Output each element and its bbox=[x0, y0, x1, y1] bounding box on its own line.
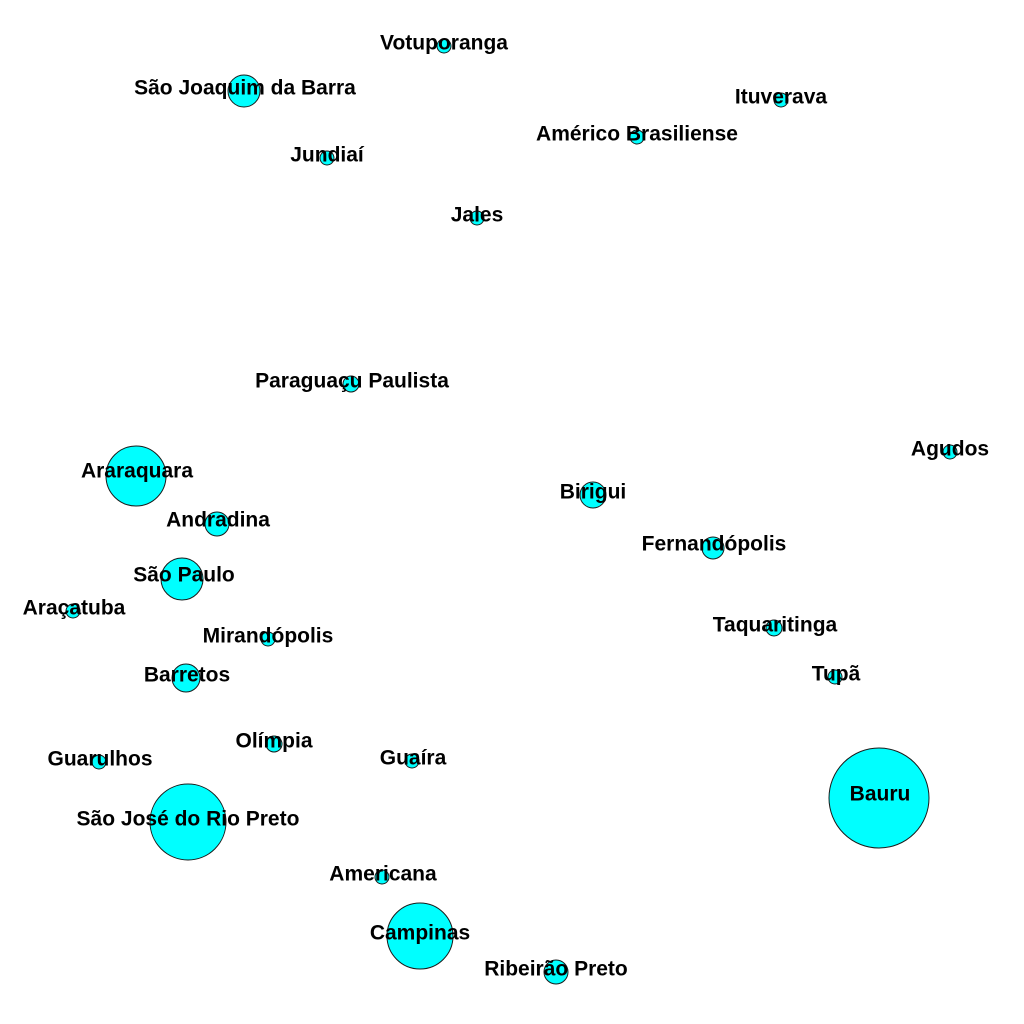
node-label-fernandopolis: Fernandópolis bbox=[642, 533, 787, 556]
node-circle-americo-brasiliense[interactable] bbox=[629, 129, 645, 145]
node-circle-olimpia[interactable] bbox=[265, 735, 283, 753]
node-circle-barretos[interactable] bbox=[171, 663, 201, 693]
node-label-olimpia: Olímpia bbox=[235, 730, 312, 753]
node-label-sao-paulo: São Paulo bbox=[133, 564, 235, 587]
node-circle-tupa[interactable] bbox=[827, 669, 843, 685]
node-label-mirandopolis: Mirandópolis bbox=[203, 625, 334, 648]
node-label-paraguacu-paulista: Paraguaçu Paulista bbox=[255, 370, 449, 393]
node-circle-aracatuba[interactable] bbox=[65, 603, 81, 619]
node-label-araraquara: Araraquara bbox=[81, 460, 193, 483]
node-label-andradina: Andradina bbox=[166, 509, 270, 532]
node-circle-taquaritinga[interactable] bbox=[765, 619, 783, 637]
node-circle-araraquara[interactable] bbox=[105, 445, 167, 507]
node-label-americo-brasiliense: Américo Brasiliense bbox=[536, 123, 738, 146]
node-circle-sao-joaquim-da-barra[interactable] bbox=[227, 74, 261, 108]
node-circle-mirandopolis[interactable] bbox=[260, 631, 276, 647]
node-circle-andradina[interactable] bbox=[204, 511, 230, 537]
node-circle-votuporanga[interactable] bbox=[436, 38, 452, 54]
node-circle-jundiai[interactable] bbox=[319, 150, 335, 166]
node-label-aracatuba: Araçatuba bbox=[23, 597, 126, 620]
node-label-guaira: Guaíra bbox=[380, 747, 447, 770]
node-labels: Votuporanga São Joaquim da Barra Ituverava… bbox=[23, 32, 989, 981]
node-label-jales: Jales bbox=[451, 204, 504, 227]
node-circle-birigui[interactable] bbox=[579, 481, 607, 509]
node-label-votuporanga: Votuporanga bbox=[380, 32, 508, 55]
node-circle-agudos[interactable] bbox=[942, 444, 958, 460]
node-label-birigui: Birigui bbox=[560, 481, 627, 504]
node-label-sao-joaquim-da-barra: São Joaquim da Barra bbox=[134, 77, 356, 100]
node-circle-fernandopolis[interactable] bbox=[701, 536, 725, 560]
node-circle-guarulhos[interactable] bbox=[91, 754, 107, 770]
node-label-barretos: Barretos bbox=[144, 664, 230, 687]
node-circles bbox=[65, 38, 958, 985]
node-label-agudos: Agudos bbox=[911, 438, 989, 461]
node-circle-paraguacu-paulista[interactable] bbox=[342, 375, 360, 393]
node-label-ituverava: Ituverava bbox=[735, 86, 828, 109]
node-label-guarulhos: Guarulhos bbox=[47, 748, 152, 771]
node-circle-americana[interactable] bbox=[374, 869, 390, 885]
node-circle-ituverava[interactable] bbox=[773, 92, 789, 108]
node-circle-ribeirao-preto[interactable] bbox=[543, 959, 569, 985]
node-circle-bauru[interactable] bbox=[828, 747, 930, 849]
node-circle-jales[interactable] bbox=[469, 210, 485, 226]
node-label-bauru: Bauru bbox=[850, 783, 911, 806]
node-label-tupa: Tupã bbox=[812, 663, 861, 686]
node-label-jundiai: Jundiaí bbox=[290, 144, 365, 167]
node-label-ribeirao-preto: Ribeirão Preto bbox=[484, 958, 628, 981]
node-circle-sao-paulo[interactable] bbox=[160, 557, 204, 601]
node-label-sao-jose-do-rio-preto: São José do Rio Preto bbox=[77, 808, 300, 831]
node-circle-sao-jose-do-rio-preto[interactable] bbox=[149, 783, 227, 861]
node-label-americana: Americana bbox=[329, 863, 437, 886]
node-circle-guaira[interactable] bbox=[404, 753, 420, 769]
node-label-taquaritinga: Taquaritinga bbox=[713, 614, 838, 637]
node-circle-campinas[interactable] bbox=[386, 902, 454, 970]
node-label-campinas: Campinas bbox=[370, 922, 470, 945]
